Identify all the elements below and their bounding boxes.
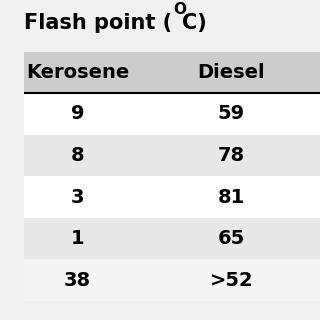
Text: 8: 8: [71, 146, 84, 165]
Text: 3: 3: [71, 188, 84, 206]
Text: 78: 78: [218, 146, 245, 165]
Text: C): C): [182, 13, 207, 33]
FancyBboxPatch shape: [24, 52, 320, 93]
FancyBboxPatch shape: [24, 135, 320, 176]
Text: O: O: [173, 2, 186, 17]
Text: Flash point (: Flash point (: [24, 13, 172, 33]
Text: 59: 59: [218, 105, 245, 124]
Text: Diesel: Diesel: [197, 63, 265, 82]
FancyBboxPatch shape: [24, 218, 320, 259]
Text: 9: 9: [71, 105, 84, 124]
Text: Kerosene: Kerosene: [26, 63, 129, 82]
Text: 1: 1: [71, 229, 84, 248]
Text: 81: 81: [218, 188, 245, 206]
FancyBboxPatch shape: [24, 176, 320, 218]
Text: 65: 65: [218, 229, 245, 248]
FancyBboxPatch shape: [24, 93, 320, 135]
Text: 38: 38: [64, 271, 91, 290]
FancyBboxPatch shape: [24, 259, 320, 301]
Text: >52: >52: [209, 271, 253, 290]
